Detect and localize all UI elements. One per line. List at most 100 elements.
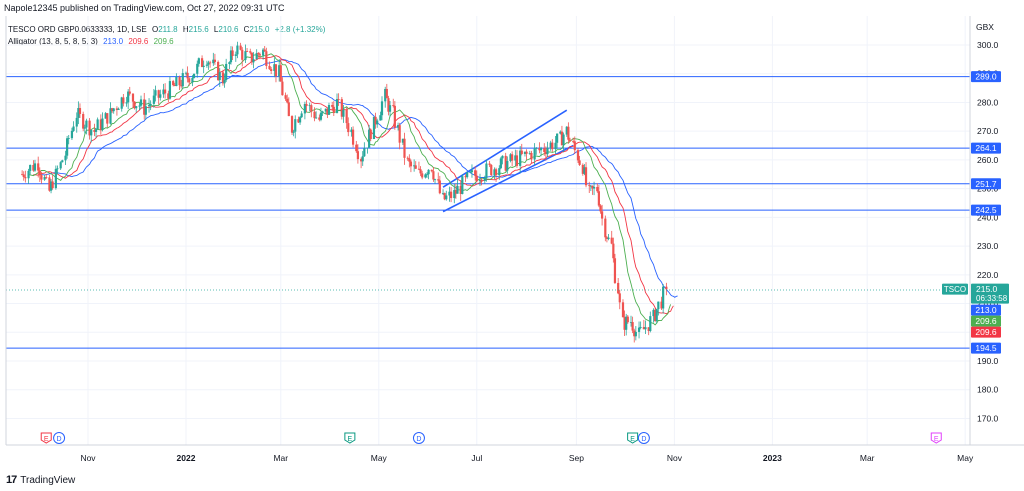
candle-body <box>337 98 340 100</box>
candle-body <box>649 316 652 331</box>
candle-body <box>244 51 247 60</box>
candle-body <box>234 54 237 56</box>
candle-body <box>207 62 210 65</box>
candle-body <box>459 185 462 194</box>
candle-body <box>499 158 502 169</box>
candle-body <box>441 193 445 194</box>
candle-body <box>101 118 104 130</box>
candle-body <box>83 127 86 129</box>
candle-body <box>265 51 268 66</box>
candle-body <box>72 126 75 131</box>
candle-body <box>639 326 642 328</box>
channel-upper-line[interactable] <box>442 109 568 188</box>
candle-body <box>543 148 546 152</box>
alligator-jaw-line <box>39 58 678 298</box>
indicator-badge-label: 213.0 <box>975 305 997 315</box>
candle-body <box>93 130 96 132</box>
earnings-event-icon[interactable] <box>627 432 639 444</box>
candle-body <box>149 103 152 106</box>
candle-body <box>249 51 252 53</box>
level-badge <box>971 142 1001 154</box>
earnings-event-icon[interactable] <box>40 432 52 444</box>
candle-body <box>54 168 57 189</box>
candle-body <box>345 109 348 124</box>
candle-body <box>372 116 376 140</box>
candle-body <box>581 164 584 174</box>
candle-body <box>59 162 62 169</box>
y-tick-label: 280.0 <box>977 97 999 107</box>
channel-lower-line[interactable] <box>442 144 574 213</box>
candle-body <box>154 90 157 96</box>
candle-body <box>351 129 355 145</box>
candle-body <box>281 81 284 96</box>
last-price-value: 215.0 <box>976 284 998 294</box>
candle-body <box>368 129 371 148</box>
candle-body <box>239 45 242 50</box>
symbol-badge-label: TSCO <box>944 285 966 294</box>
candle-body <box>157 90 160 98</box>
candle-body <box>217 61 220 81</box>
dividend-event-icon[interactable] <box>53 432 66 444</box>
candle-body <box>257 53 260 55</box>
indicator-badge <box>971 304 1001 316</box>
candle-body <box>572 141 575 143</box>
candle-body <box>342 109 345 117</box>
event-letter: D <box>416 436 421 443</box>
candle-body <box>212 59 215 64</box>
candle-body <box>75 117 78 127</box>
dividend-event-icon[interactable] <box>637 432 650 444</box>
candle-body <box>61 160 64 163</box>
earnings-event-icon[interactable] <box>930 432 942 444</box>
candle-body <box>78 108 82 114</box>
x-tick-label: 2023 <box>763 453 782 463</box>
candle-body <box>544 151 547 155</box>
x-tick-label: May <box>371 453 388 463</box>
time-axis[interactable]: Nov 2022 Mar May Jul Sep Nov 2023 Mar May <box>80 453 974 463</box>
change-value: +2.8 (+1.32%) <box>274 25 326 34</box>
candle-body <box>401 138 404 143</box>
candle-body <box>424 174 427 178</box>
candle-body <box>380 101 384 116</box>
x-tick-label: Nov <box>80 453 96 463</box>
price-badges: 289.0 264.1 251.7 242.5 194.5 TSCO 215.006:33:… <box>942 71 1009 354</box>
symbol-name: TESCO ORD GBP0.0633333, 1D, LSE <box>8 25 147 34</box>
candle-body <box>350 129 353 133</box>
candle-body <box>662 286 665 309</box>
candle-body <box>139 99 143 106</box>
event-letter: E <box>44 436 49 443</box>
x-tick-label: 2022 <box>177 453 196 463</box>
candle-body <box>578 160 581 165</box>
earnings-event-icon[interactable] <box>344 432 356 444</box>
price-axis[interactable]: 300.0290.0280.0270.0260.0250.0240.0230.0… <box>977 40 999 423</box>
y-tick-label: 270.0 <box>977 126 999 136</box>
candle-body <box>631 322 634 331</box>
candle-body <box>263 49 266 52</box>
candle-body <box>64 155 67 161</box>
candle-body <box>262 49 265 56</box>
teeth-value: 209.6 <box>128 37 149 46</box>
candle-body <box>255 53 258 60</box>
candle-body <box>425 174 429 176</box>
level-badge <box>971 178 1001 190</box>
candle-body <box>331 105 334 107</box>
level-badge-label: 194.5 <box>975 343 997 353</box>
candle-body <box>191 78 194 83</box>
candle-body <box>221 72 225 84</box>
candle-body <box>433 179 437 181</box>
candle-body <box>453 190 456 199</box>
dividend-event-icon[interactable] <box>412 432 425 444</box>
candles <box>21 41 668 343</box>
candle-body <box>588 185 591 187</box>
candle-body <box>494 169 498 176</box>
candle-body <box>321 111 324 113</box>
candle-body <box>559 131 562 134</box>
candle-body <box>56 168 59 170</box>
candle-body <box>554 142 557 150</box>
candle-body <box>218 72 221 81</box>
candle-body <box>85 120 88 128</box>
candle-body <box>538 147 541 151</box>
candle-body <box>135 106 138 109</box>
candle-body <box>366 147 369 149</box>
candle-body <box>384 88 387 102</box>
